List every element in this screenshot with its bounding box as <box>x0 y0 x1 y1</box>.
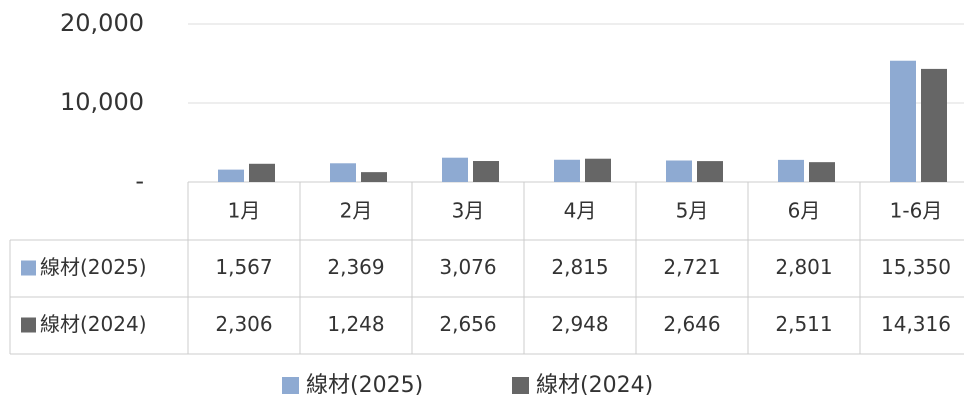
table-cell: 1,248 <box>327 312 384 336</box>
table-legend-swatch <box>21 317 36 333</box>
table-row-label: 線材(2024) <box>40 312 147 336</box>
table-cell: 15,350 <box>881 255 951 279</box>
y-tick-label: - <box>135 167 144 195</box>
legend-label: 線材(2024) <box>536 373 653 398</box>
table-cell: 2,369 <box>327 255 384 279</box>
bar <box>921 68 947 182</box>
bar <box>809 162 835 182</box>
legend-swatch <box>512 377 529 394</box>
bar <box>249 163 275 182</box>
legend-swatch <box>282 377 299 394</box>
table-row-label: 線材(2025) <box>40 255 147 279</box>
bar <box>442 157 468 182</box>
bar <box>778 159 804 182</box>
table-cell: 3,076 <box>439 255 496 279</box>
table-cell: 2,815 <box>551 255 608 279</box>
table-cell: 2,656 <box>439 312 496 336</box>
table-cell: 2,948 <box>551 312 608 336</box>
table-cell: 2,511 <box>775 312 832 336</box>
bar <box>697 161 723 182</box>
x-tick-label: 4月 <box>564 199 597 223</box>
y-tick-label: 20,000 <box>60 9 144 37</box>
table-legend-swatch <box>21 260 36 276</box>
x-tick-label: 6月 <box>788 199 821 223</box>
bar <box>218 169 244 182</box>
table-cell: 2,721 <box>663 255 720 279</box>
bar <box>330 163 356 182</box>
table-cell: 2,646 <box>663 312 720 336</box>
x-tick-label: 5月 <box>676 199 709 223</box>
x-tick-label: 3月 <box>452 199 485 223</box>
x-tick-label: 1月 <box>228 199 261 223</box>
y-tick-label: 10,000 <box>60 88 144 116</box>
bar <box>890 60 916 182</box>
bar <box>473 161 499 182</box>
table-cell: 1,567 <box>215 255 272 279</box>
table-cell: 2,306 <box>215 312 272 336</box>
legend-label: 線材(2025) <box>306 373 423 398</box>
table-cell: 14,316 <box>881 312 951 336</box>
x-tick-label: 2月 <box>340 199 373 223</box>
bar <box>666 160 692 182</box>
bar <box>554 159 580 182</box>
x-tick-label: 1-6月 <box>890 199 943 223</box>
bar <box>361 172 387 182</box>
table-cell: 2,801 <box>775 255 832 279</box>
bar <box>585 158 611 182</box>
